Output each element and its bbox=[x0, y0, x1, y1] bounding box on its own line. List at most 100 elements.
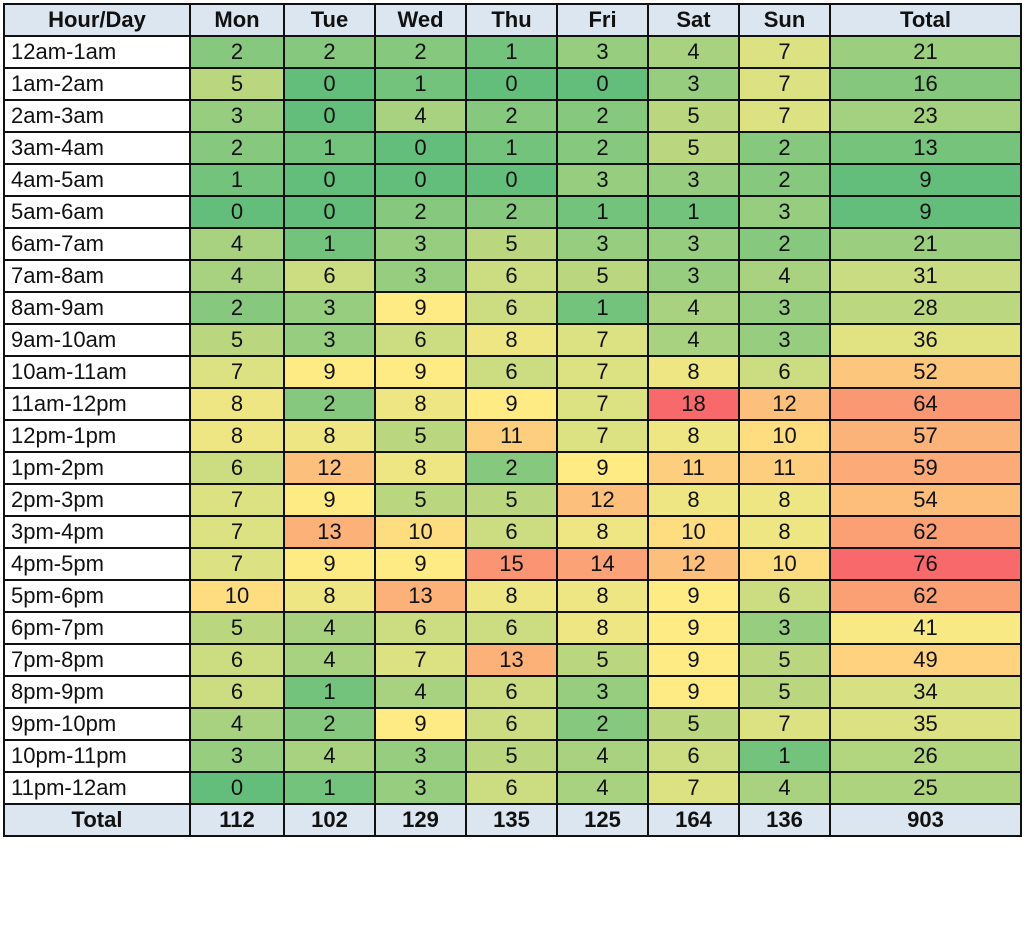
heatmap-cell: 6 bbox=[465, 771, 558, 805]
row-total-cell: 35 bbox=[829, 707, 1022, 741]
heatmap-cell: 5 bbox=[738, 643, 831, 677]
heatmap-cell: 10 bbox=[647, 515, 740, 549]
heatmap-cell: 8 bbox=[374, 387, 467, 421]
total-row: Total 112 102 129 135 125 164 136 903 bbox=[3, 803, 1022, 837]
row-label: 9pm-10pm bbox=[3, 707, 191, 741]
heatmap-cell: 6 bbox=[374, 611, 467, 645]
heatmap-cell: 7 bbox=[738, 35, 831, 69]
heatmap-cell: 6 bbox=[465, 675, 558, 709]
heatmap-cell: 7 bbox=[189, 483, 285, 517]
heatmap-cell: 3 bbox=[738, 291, 831, 325]
table-row: 5pm-6pm 10 8 13 8 8 9 6 62 bbox=[3, 579, 1022, 613]
heatmap-cell: 2 bbox=[283, 35, 376, 69]
heatmap-cell: 5 bbox=[465, 739, 558, 773]
column-total-cell: 125 bbox=[556, 803, 649, 837]
heatmap-cell: 11 bbox=[738, 451, 831, 485]
heatmap-cell: 9 bbox=[283, 483, 376, 517]
heatmap-cell: 0 bbox=[283, 67, 376, 101]
heatmap-cell: 0 bbox=[374, 163, 467, 197]
heatmap-cell: 12 bbox=[647, 547, 740, 581]
row-label: 9am-10am bbox=[3, 323, 191, 357]
heatmap-cell: 0 bbox=[465, 163, 558, 197]
heatmap-cell: 1 bbox=[556, 195, 649, 229]
heatmap-cell: 5 bbox=[556, 643, 649, 677]
heatmap-cell: 5 bbox=[465, 227, 558, 261]
heatmap-cell: 14 bbox=[556, 547, 649, 581]
heatmap-cell: 5 bbox=[374, 419, 467, 453]
heatmap-cell: 0 bbox=[374, 131, 467, 165]
heatmap-cell: 1 bbox=[556, 291, 649, 325]
row-label: 11pm-12am bbox=[3, 771, 191, 805]
row-label: 3pm-4pm bbox=[3, 515, 191, 549]
heatmap-cell: 10 bbox=[189, 579, 285, 613]
row-label: 1pm-2pm bbox=[3, 451, 191, 485]
table-row: 10pm-11pm 3 4 3 5 4 6 1 26 bbox=[3, 739, 1022, 773]
row-label: 2am-3am bbox=[3, 99, 191, 133]
heatmap-cell: 6 bbox=[465, 611, 558, 645]
heatmap-cell: 8 bbox=[738, 515, 831, 549]
heatmap-cell: 2 bbox=[738, 131, 831, 165]
heatmap-cell: 10 bbox=[738, 547, 831, 581]
row-total-cell: 31 bbox=[829, 259, 1022, 293]
heatmap-cell: 10 bbox=[738, 419, 831, 453]
heatmap-cell: 3 bbox=[283, 291, 376, 325]
heatmap-cell: 12 bbox=[283, 451, 376, 485]
heatmap-cell: 5 bbox=[738, 675, 831, 709]
heatmap-cell: 3 bbox=[647, 259, 740, 293]
table-row: 8am-9am 2 3 9 6 1 4 3 28 bbox=[3, 291, 1022, 325]
heatmap-cell: 5 bbox=[556, 259, 649, 293]
heatmap-cell: 8 bbox=[283, 419, 376, 453]
heatmap-cell: 8 bbox=[738, 483, 831, 517]
table-row: 11pm-12am 0 1 3 6 4 7 4 25 bbox=[3, 771, 1022, 805]
heatmap-cell: 6 bbox=[189, 451, 285, 485]
heatmap-cell: 2 bbox=[465, 99, 558, 133]
heatmap-cell: 7 bbox=[647, 771, 740, 805]
heatmap-cell: 4 bbox=[738, 771, 831, 805]
heatmap-cell: 3 bbox=[738, 195, 831, 229]
heatmap-cell: 3 bbox=[647, 163, 740, 197]
table-row: 6am-7am 4 1 3 5 3 3 2 21 bbox=[3, 227, 1022, 261]
heatmap-cell: 4 bbox=[189, 707, 285, 741]
row-label: 10am-11am bbox=[3, 355, 191, 389]
heatmap-cell: 0 bbox=[283, 195, 376, 229]
heatmap-cell: 9 bbox=[374, 291, 467, 325]
heatmap-cell: 7 bbox=[189, 547, 285, 581]
heatmap-cell: 2 bbox=[465, 195, 558, 229]
heatmap-cell: 3 bbox=[556, 35, 649, 69]
heatmap-cell: 7 bbox=[738, 707, 831, 741]
heatmap-cell: 8 bbox=[189, 419, 285, 453]
heatmap-cell: 9 bbox=[647, 579, 740, 613]
heatmap-cell: 9 bbox=[283, 355, 376, 389]
heatmap-cell: 3 bbox=[556, 163, 649, 197]
heatmap-cell: 9 bbox=[374, 707, 467, 741]
heatmap-cell: 3 bbox=[283, 323, 376, 357]
row-label: 5pm-6pm bbox=[3, 579, 191, 613]
heatmap-cell: 3 bbox=[189, 99, 285, 133]
row-label: 3am-4am bbox=[3, 131, 191, 165]
heatmap-cell: 5 bbox=[647, 99, 740, 133]
heatmap-cell: 0 bbox=[556, 67, 649, 101]
heatmap-cell: 2 bbox=[189, 35, 285, 69]
column-header: Sun bbox=[738, 3, 831, 37]
table-row: 2pm-3pm 7 9 5 5 12 8 8 54 bbox=[3, 483, 1022, 517]
heatmap-cell: 8 bbox=[647, 419, 740, 453]
heatmap-cell: 8 bbox=[647, 355, 740, 389]
heatmap-cell: 2 bbox=[374, 195, 467, 229]
heatmap-cell: 4 bbox=[374, 99, 467, 133]
heatmap-cell: 6 bbox=[738, 355, 831, 389]
heatmap-cell: 6 bbox=[189, 675, 285, 709]
row-label: 7am-8am bbox=[3, 259, 191, 293]
heatmap-cell: 9 bbox=[465, 387, 558, 421]
heatmap-cell: 10 bbox=[374, 515, 467, 549]
heatmap-cell: 4 bbox=[374, 675, 467, 709]
heatmap-cell: 7 bbox=[738, 67, 831, 101]
heatmap-cell: 3 bbox=[556, 227, 649, 261]
heatmap-cell: 6 bbox=[189, 643, 285, 677]
table-row: 8pm-9pm 6 1 4 6 3 9 5 34 bbox=[3, 675, 1022, 709]
row-label: 11am-12pm bbox=[3, 387, 191, 421]
row-total-cell: 25 bbox=[829, 771, 1022, 805]
heatmap-cell: 3 bbox=[738, 611, 831, 645]
table-row: 9pm-10pm 4 2 9 6 2 5 7 35 bbox=[3, 707, 1022, 741]
heatmap-cell: 4 bbox=[283, 739, 376, 773]
heatmap-cell: 1 bbox=[189, 163, 285, 197]
